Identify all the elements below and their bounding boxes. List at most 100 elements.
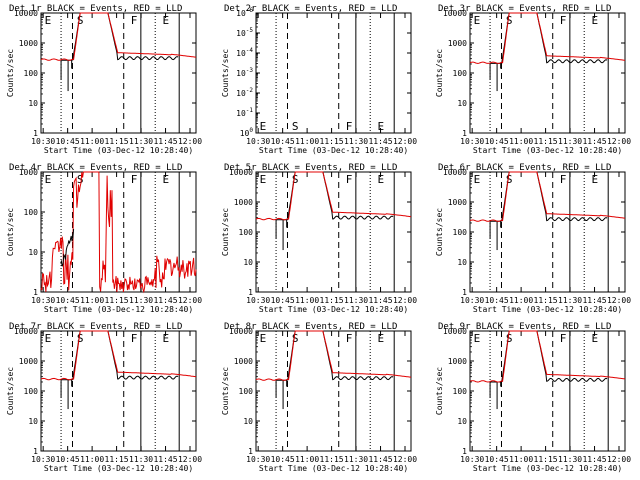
x-tick-label: 11:15 [534,296,558,305]
y-axis-label: Counts/sec [435,367,444,415]
x-tick-label: 11:00 [80,455,104,464]
plot-frame [255,330,412,452]
x-tick-label: 11:30 [344,455,368,464]
x-axis-label: Start Time (03-Dec-12 10:28:40) [259,146,408,155]
y-tick-label: 10 [28,417,38,426]
y-tick-label: 100 [453,69,468,78]
y-tick-label: 10 [243,258,253,267]
events-curve [60,229,75,267]
y-tick-label: 10000 [443,327,467,336]
y-axis-label: Counts/sec [6,49,15,97]
x-tick-label: 11:45 [153,296,177,305]
panel-title: Det 5r BLACK = Events, RED = LLD [224,163,397,173]
x-tick-label: 12:00 [607,137,631,146]
y-tick-label: 10 [457,258,467,267]
x-tick-label: 11:00 [509,455,533,464]
y-tick-label: 1 [462,447,467,456]
interval-marker-F: F [560,173,567,186]
plot-frame [469,12,626,134]
interval-marker-E: E [474,332,481,345]
y-tick-label: 1 [462,288,467,297]
y-tick-label: 100 [24,387,39,396]
y-tick-label: 1000 [19,39,38,48]
interval-marker-F: F [346,332,353,345]
x-tick-label: 11:45 [153,455,177,464]
y-tick-label: 100 [240,127,254,138]
interval-marker-E: E [474,173,481,186]
y-tick-label: 100 [24,208,39,217]
y-axis-label: Counts/sec [221,49,230,97]
panel-title: Det 9r BLACK = Events, RED = LLD [438,322,611,332]
y-tick-label: 100 [453,387,468,396]
x-tick-label: 11:00 [295,296,319,305]
y-tick-label: 10-4 [236,47,253,58]
interval-marker-F: F [131,14,138,27]
interval-marker-E: E [45,332,52,345]
x-tick-label: 10:45 [485,296,509,305]
x-tick-label: 11:30 [129,455,153,464]
y-tick-label: 1000 [19,168,38,177]
y-tick-label: 10000 [14,327,38,336]
x-tick-label: 10:30 [31,455,55,464]
y-tick-label: 1 [462,129,467,138]
x-tick-label: 11:15 [320,296,344,305]
x-axis-label: Start Time (03-Dec-12 10:28:40) [473,305,622,314]
x-tick-label: 10:45 [56,455,80,464]
x-tick-label: 10:45 [485,137,509,146]
x-tick-label: 10:30 [246,296,270,305]
interval-marker-F: F [131,332,138,345]
panel-det-9: Det 9r BLACK = Events, RED = LLD 1 10 100 10… [435,322,631,473]
lld-curve [255,171,412,221]
x-tick-label: 12:00 [393,137,417,146]
x-tick-label: 12:00 [607,296,631,305]
interval-marker-S: S [77,332,84,345]
y-tick-label: 10 [457,417,467,426]
x-tick-label: 11:30 [129,137,153,146]
y-tick-label: 1000 [448,357,467,366]
interval-marker-F: F [346,173,353,186]
panel-title: Det 4r BLACK = Events, RED = LLD [9,163,182,173]
interval-marker-E: E [260,332,267,345]
x-tick-label: 10:45 [485,455,509,464]
interval-marker-E: E [378,173,385,186]
x-tick-label: 11:30 [344,296,368,305]
x-tick-label: 10:45 [271,296,295,305]
interval-marker-S: S [506,14,513,27]
x-tick-label: 11:15 [320,137,344,146]
x-axis-label: Start Time (03-Dec-12 10:28:40) [259,464,408,473]
interval-marker-F: F [560,332,567,345]
y-tick-label: 10 [28,99,38,108]
interval-marker-S: S [506,173,513,186]
interval-marker-E: E [474,14,481,27]
interval-marker-E: E [592,173,599,186]
x-tick-label: 10:45 [56,137,80,146]
plot-frame [40,12,197,134]
interval-marker-F: F [560,14,567,27]
y-tick-label: 10000 [229,327,253,336]
lld-curve [469,12,626,64]
y-tick-label: 10-1 [236,107,253,118]
panel-det-2: Det 2r BLACK = Events, RED = LLD 100 10-1 1… [221,4,417,155]
y-tick-label: 100 [453,228,468,237]
panel-title: Det 1r BLACK = Events, RED = LLD [9,4,182,14]
x-tick-label: 11:30 [344,137,368,146]
panel-title: Det 3r BLACK = Events, RED = LLD [438,4,611,14]
x-tick-label: 11:00 [509,137,533,146]
x-tick-label: 12:00 [393,296,417,305]
panel-title: Det 7r BLACK = Events, RED = LLD [9,322,182,332]
x-tick-label: 11:30 [129,296,153,305]
y-axis-label: Counts/sec [435,208,444,256]
lld-curve [255,330,412,381]
x-tick-label: 12:00 [393,455,417,464]
x-axis-label: Start Time (03-Dec-12 10:28:40) [44,464,193,473]
interval-marker-F: F [346,120,353,133]
y-tick-label: 1 [248,288,253,297]
y-axis-label: Counts/sec [6,208,15,256]
panel-title: Det 2r BLACK = Events, RED = LLD [224,4,397,14]
y-tick-label: 1 [33,447,38,456]
interval-marker-E: E [378,120,385,133]
x-tick-label: 11:15 [534,137,558,146]
x-tick-label: 11:15 [534,455,558,464]
x-tick-label: 11:45 [153,137,177,146]
interval-marker-E: E [378,332,385,345]
